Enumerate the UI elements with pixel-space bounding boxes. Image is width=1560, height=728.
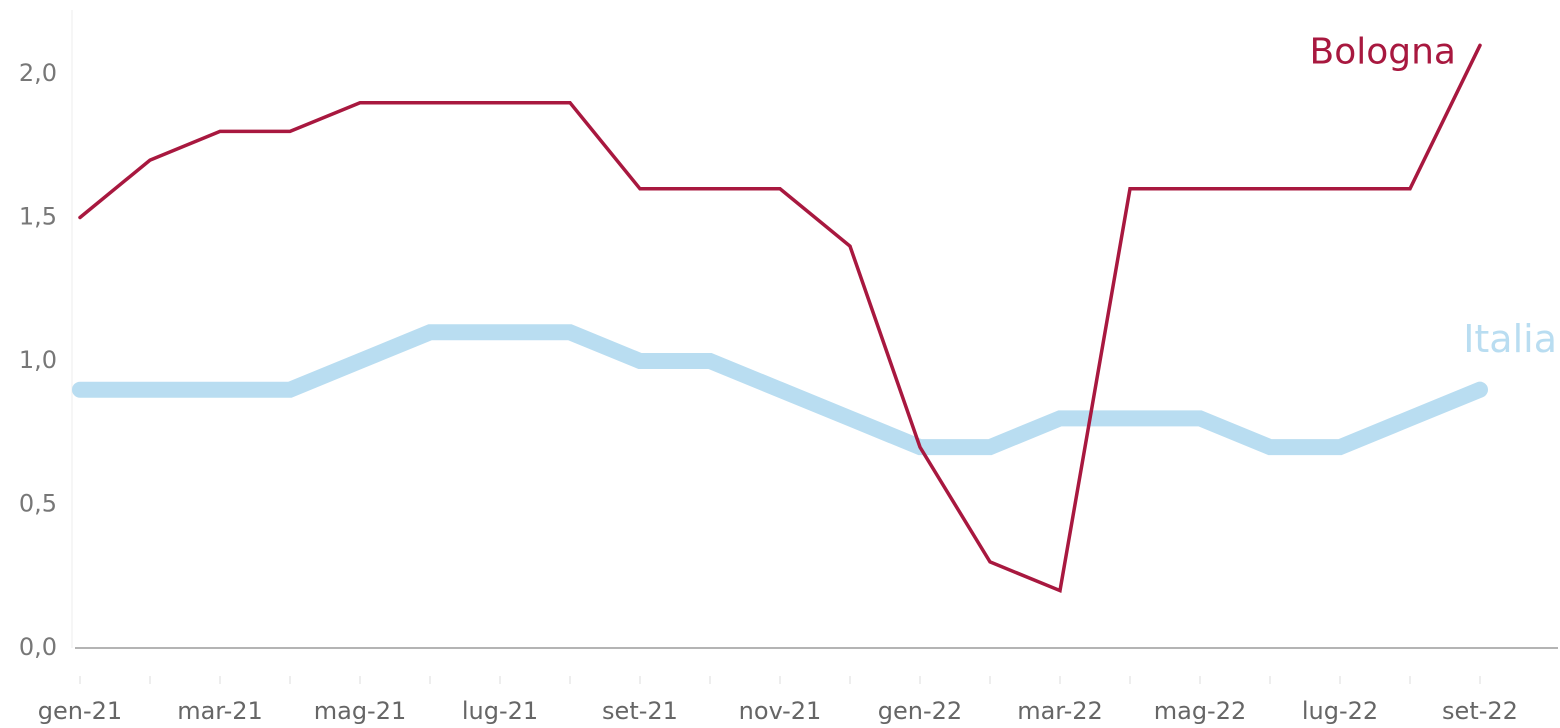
x-tick-label: mag-22 [1154,697,1247,725]
y-tick-label: 0,5 [19,490,57,518]
x-tick-label: mar-21 [177,697,263,725]
series-line [72,324,1488,456]
x-tick-label: lug-21 [462,697,538,725]
series-line [78,43,1482,594]
y-tick-label: 2,0 [19,59,57,87]
x-tick-label: lug-22 [1302,697,1378,725]
y-tick-label: 0,0 [19,633,57,661]
series-label: Italia [1463,317,1557,361]
x-tick-label: gen-21 [38,697,122,725]
x-tick-label: mag-21 [314,697,407,725]
x-tick-label: mar-22 [1017,697,1103,725]
y-tick-label: 1,5 [19,203,57,231]
x-tick-label: set-22 [1442,697,1518,725]
x-tick-label: gen-22 [878,697,962,725]
x-tick-label: set-21 [602,697,678,725]
y-tick-label: 1,0 [19,346,57,374]
x-tick-label: nov-21 [739,697,822,725]
series-label: Bologna [1310,31,1456,72]
